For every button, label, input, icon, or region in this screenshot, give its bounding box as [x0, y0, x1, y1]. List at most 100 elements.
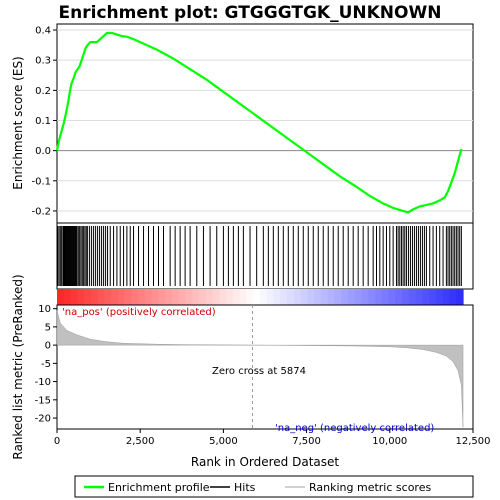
- legend: Enrichment profile Hits Ranking metric sco…: [84, 481, 431, 494]
- colorbar-segment: [205, 289, 214, 305]
- x-axis-label: Rank in Ordered Dataset: [191, 455, 339, 469]
- legend-label: Hits: [234, 481, 256, 494]
- colorbar-segment: [144, 289, 153, 305]
- colorbar-segment: [266, 289, 275, 305]
- metric-tick-label: 10: [38, 304, 51, 315]
- colorbar-segment: [138, 289, 146, 305]
- colorbar-segment: [90, 289, 99, 305]
- colorbar-segment: [402, 289, 410, 305]
- colorbar-segment: [415, 289, 424, 305]
- colorbar-segment: [165, 289, 173, 305]
- legend-box: [74, 475, 474, 498]
- es-tick-label: -0.1: [31, 176, 51, 187]
- metric-tick-label: -15: [35, 395, 51, 406]
- neg-annotation: 'na_neg' (negatively correlated): [275, 423, 434, 434]
- es-axis-label: Enrichment score (ES): [11, 56, 25, 189]
- es-tick-label: 0.0: [35, 146, 51, 157]
- colorbar-segment: [300, 289, 308, 305]
- colorbar-segment: [63, 289, 72, 305]
- colorbar-segment: [442, 289, 451, 305]
- colorbar-segment: [354, 289, 363, 305]
- colorbar-segment: [293, 289, 302, 305]
- colorbar-segment: [239, 289, 248, 305]
- colorbar-segment: [185, 289, 193, 305]
- es-curve: [55, 31, 463, 214]
- colorbar-segment: [219, 289, 227, 305]
- colorbar-segment: [435, 289, 444, 305]
- colorbar-segment: [408, 289, 417, 305]
- colorbar-segment: [361, 289, 369, 305]
- colorbar-segment: [341, 289, 349, 305]
- colorbar-segment: [226, 289, 234, 305]
- metric-tick-label: -10: [35, 377, 51, 388]
- x-tick-label: 0: [54, 436, 60, 447]
- legend-label: Ranking metric scores: [309, 481, 431, 494]
- metric-area: [56, 310, 464, 428]
- colorbar-segment: [327, 289, 336, 305]
- metric-tick-label: 0: [45, 341, 51, 352]
- zero-cross-annotation: Zero cross at 5874: [212, 366, 306, 377]
- es-tick-label: 0.4: [35, 26, 51, 37]
- metric-panel: [56, 304, 474, 430]
- colorbar-segment: [232, 289, 241, 305]
- es-tick-label: 0.2: [35, 86, 51, 97]
- metric-tick-label: -5: [41, 359, 51, 370]
- pos-annotation: 'na_pos' (positively correlated): [62, 307, 216, 318]
- x-tick-label: 7,500: [292, 436, 321, 447]
- colorbar-segment: [388, 289, 396, 305]
- colorbar-segment: [117, 289, 126, 305]
- colorbar-segment: [334, 289, 342, 305]
- legend-label: Enrichment profile: [108, 481, 210, 494]
- colorbar-segment: [178, 289, 187, 305]
- colorbar-segment: [253, 289, 261, 305]
- x-axis-ticks: 0 2,500 5,000 7,500 10,000 12,500: [54, 429, 491, 447]
- hits-group: [57, 226, 462, 286]
- metric-axis-ticks: -20 -15 -10 -5 0 5 10: [35, 304, 57, 425]
- colorbar-segment: [429, 289, 437, 305]
- colorbar-segment: [368, 289, 376, 305]
- colorbar-segment: [422, 289, 430, 305]
- x-tick-label: 5,000: [209, 436, 238, 447]
- colorbar-segment: [246, 289, 254, 305]
- colorbar-segment: [212, 289, 221, 305]
- x-tick-label: 12,500: [456, 436, 491, 447]
- colorbar-segment: [199, 289, 207, 305]
- es-curve-group: [55, 31, 463, 214]
- metric-axis-label: Ranked list metric (PreRanked): [11, 274, 25, 459]
- colorbar-segment: [104, 289, 112, 305]
- colorbar-segment: [381, 289, 390, 305]
- colorbar-segment: [84, 289, 92, 305]
- metric-tick-label: 5: [45, 322, 51, 333]
- colorbar-segment: [375, 289, 383, 305]
- colorbar-segment: [273, 289, 281, 305]
- colorbar-segment: [347, 289, 356, 305]
- es-tick-label: 0.3: [35, 56, 51, 67]
- colorbar-segment: [320, 289, 329, 305]
- colorbar-segment: [395, 289, 403, 305]
- x-tick-label: 2,500: [126, 436, 155, 447]
- colorbar-segment: [172, 289, 180, 305]
- rank-colorbar: [57, 289, 464, 305]
- colorbar-segment: [456, 289, 464, 305]
- colorbar-segment: [70, 289, 78, 305]
- colorbar-segment: [192, 289, 200, 305]
- colorbar-segment: [260, 289, 268, 305]
- es-gridlines: [57, 29, 473, 212]
- colorbar-segment: [314, 289, 322, 305]
- colorbar-segment: [449, 289, 457, 305]
- metric-group: [56, 305, 464, 429]
- metric-tick-label: -20: [35, 414, 51, 425]
- x-tick-label: 10,000: [372, 436, 407, 447]
- es-panel: [56, 23, 474, 224]
- colorbar-segment: [280, 289, 288, 305]
- chart-title: Enrichment plot: GTGGGTGK_UNKNOWN: [59, 3, 442, 23]
- colorbar-segment: [307, 289, 315, 305]
- hits-panel: [56, 222, 474, 290]
- colorbar-segment: [151, 289, 160, 305]
- es-tick-label: -0.2: [31, 206, 51, 217]
- es-tick-label: 0.1: [35, 116, 51, 127]
- colorbar-segment: [97, 289, 105, 305]
- colorbar-segment: [287, 289, 295, 305]
- colorbar-segment: [111, 289, 119, 305]
